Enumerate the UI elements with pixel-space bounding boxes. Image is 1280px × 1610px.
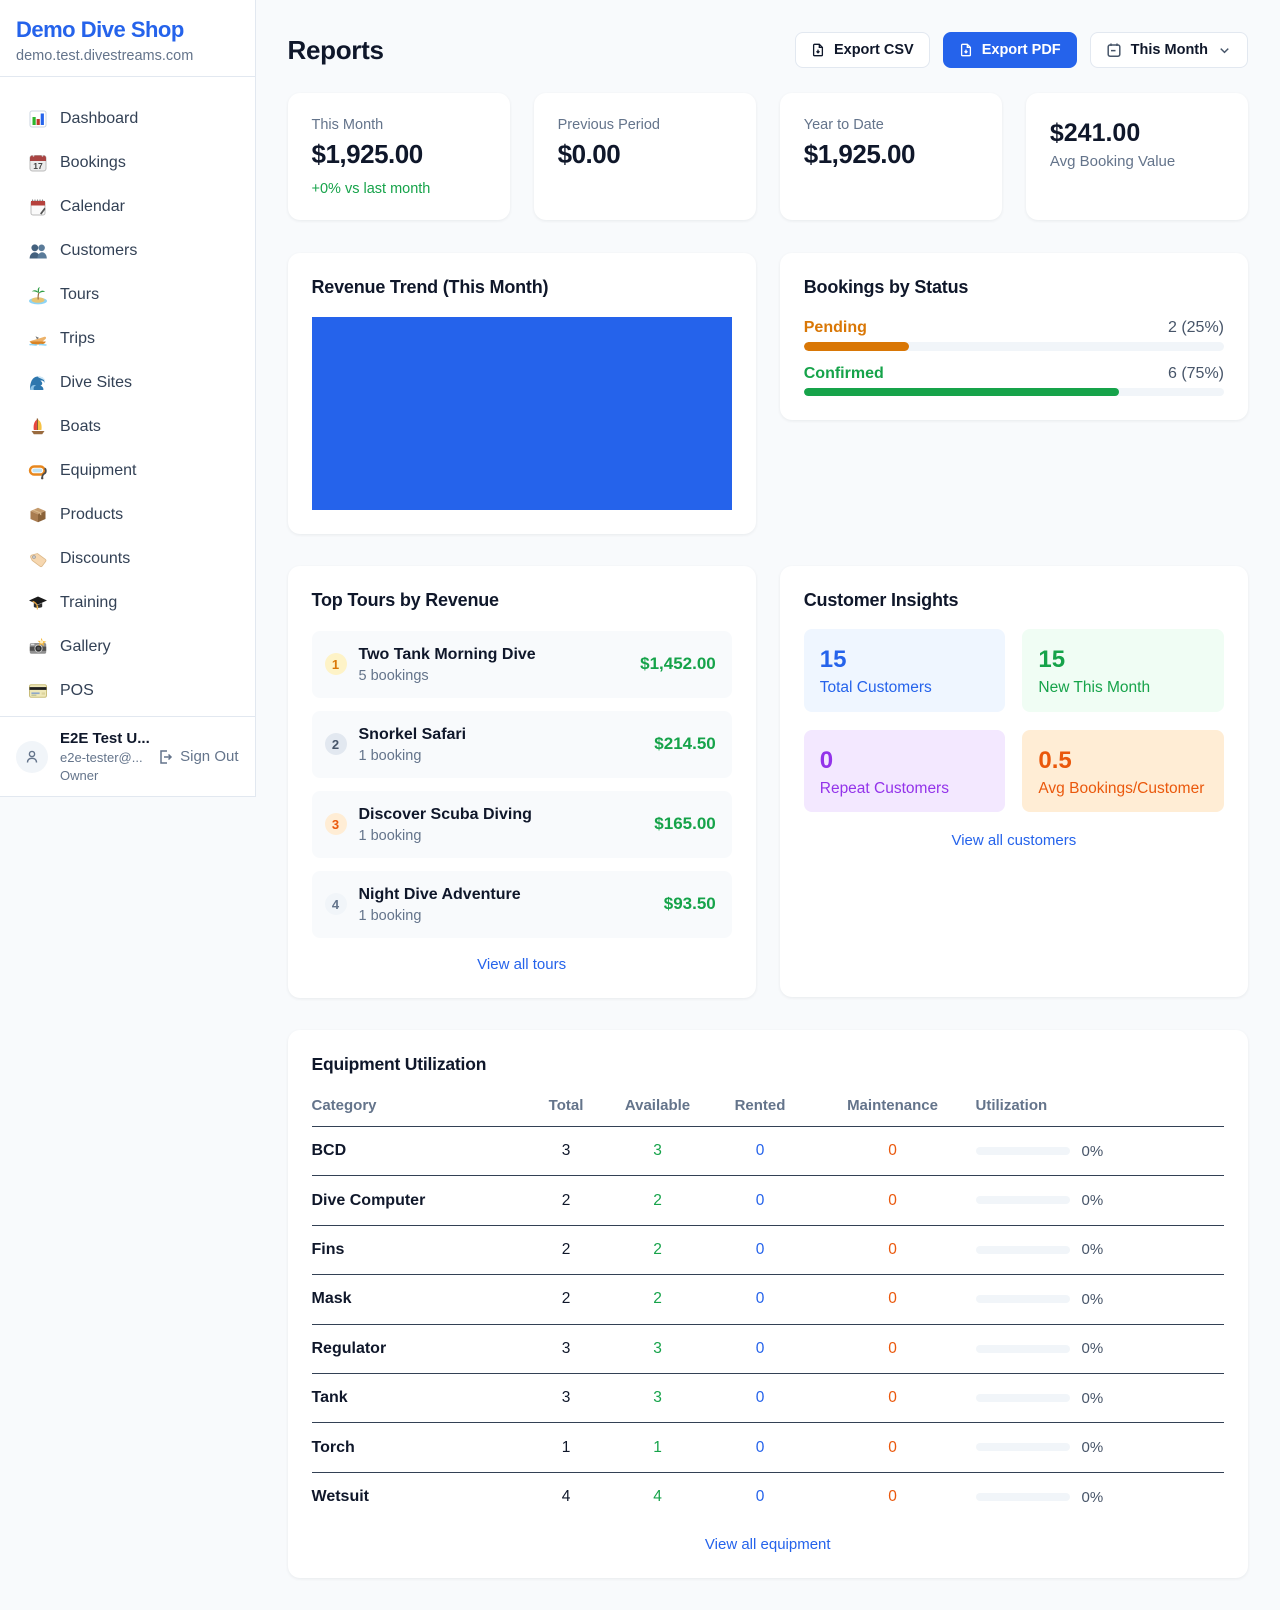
svg-text:17: 17 <box>33 161 43 171</box>
